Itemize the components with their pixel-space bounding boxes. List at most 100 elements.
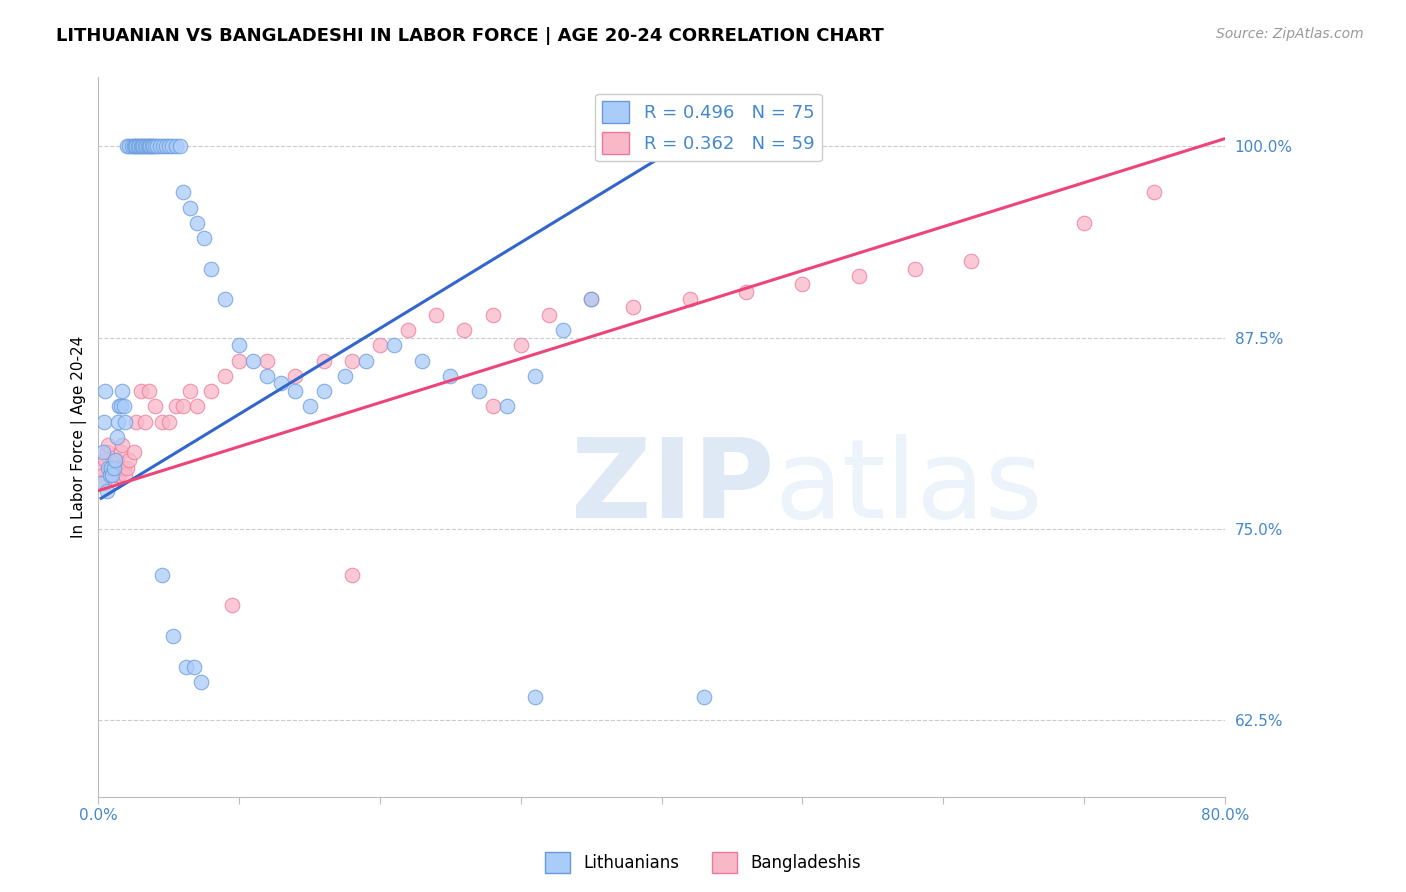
Point xyxy=(960,254,983,268)
Legend: R = 0.496   N = 75, R = 0.362   N = 59: R = 0.496 N = 75, R = 0.362 N = 59 xyxy=(595,94,821,161)
Point xyxy=(186,400,208,414)
Point xyxy=(396,323,419,337)
Point xyxy=(135,139,157,153)
Point xyxy=(368,338,391,352)
Y-axis label: In Labor Force | Age 20-24: In Labor Force | Age 20-24 xyxy=(72,336,87,538)
Point xyxy=(165,400,187,414)
Point xyxy=(165,139,187,153)
Point xyxy=(101,468,124,483)
Point xyxy=(214,293,236,307)
Point xyxy=(579,293,602,307)
Point xyxy=(425,308,447,322)
Point xyxy=(132,139,155,153)
Point xyxy=(115,460,138,475)
Point xyxy=(115,139,138,153)
Point xyxy=(111,384,134,399)
Point xyxy=(143,400,166,414)
Point xyxy=(127,139,149,153)
Point xyxy=(91,445,114,459)
Point xyxy=(579,293,602,307)
Point xyxy=(467,384,489,399)
Point xyxy=(143,139,166,153)
Point xyxy=(114,415,136,429)
Point xyxy=(679,293,702,307)
Point xyxy=(200,384,222,399)
Legend: Lithuanians, Bangladeshis: Lithuanians, Bangladeshis xyxy=(538,846,868,880)
Point xyxy=(190,674,212,689)
Point xyxy=(340,567,363,582)
Point xyxy=(256,368,278,383)
Point xyxy=(284,368,307,383)
Point xyxy=(509,338,531,352)
Point xyxy=(150,415,173,429)
Point xyxy=(122,445,145,459)
Point xyxy=(101,460,124,475)
Point xyxy=(110,400,132,414)
Point xyxy=(114,468,136,483)
Point xyxy=(481,308,503,322)
Point xyxy=(157,415,180,429)
Point xyxy=(122,139,145,153)
Point xyxy=(142,139,165,153)
Point xyxy=(111,438,134,452)
Point xyxy=(90,475,112,490)
Point xyxy=(98,460,121,475)
Point xyxy=(312,353,335,368)
Point xyxy=(157,139,180,153)
Point xyxy=(172,400,194,414)
Point xyxy=(256,353,278,368)
Point xyxy=(125,139,148,153)
Point xyxy=(183,659,205,673)
Point xyxy=(152,139,174,153)
Point xyxy=(228,338,250,352)
Point xyxy=(551,323,574,337)
Point xyxy=(134,139,156,153)
Point xyxy=(146,139,169,153)
Point xyxy=(104,460,127,475)
Point xyxy=(200,261,222,276)
Point xyxy=(523,690,546,705)
Point xyxy=(623,300,645,314)
Point xyxy=(179,384,201,399)
Point xyxy=(214,368,236,383)
Point xyxy=(134,415,156,429)
Point xyxy=(105,453,128,467)
Point xyxy=(174,659,197,673)
Point xyxy=(100,468,122,483)
Point xyxy=(481,400,503,414)
Point xyxy=(193,231,215,245)
Point xyxy=(98,468,121,483)
Point xyxy=(333,368,356,383)
Point xyxy=(139,139,162,153)
Point xyxy=(735,285,758,299)
Point xyxy=(138,384,160,399)
Point xyxy=(118,139,141,153)
Text: ZIP: ZIP xyxy=(571,434,775,541)
Point xyxy=(453,323,475,337)
Point xyxy=(172,185,194,199)
Point xyxy=(112,460,135,475)
Point xyxy=(411,353,433,368)
Point xyxy=(96,445,118,459)
Point xyxy=(93,475,115,490)
Point xyxy=(537,308,560,322)
Point xyxy=(354,353,377,368)
Point xyxy=(221,599,243,613)
Point xyxy=(104,453,127,467)
Point xyxy=(141,139,163,153)
Point xyxy=(242,353,264,368)
Point xyxy=(97,460,120,475)
Point xyxy=(1143,185,1166,199)
Point xyxy=(160,139,183,153)
Point xyxy=(129,139,152,153)
Point xyxy=(103,468,125,483)
Point xyxy=(97,438,120,452)
Point xyxy=(439,368,461,383)
Point xyxy=(1073,216,1095,230)
Point xyxy=(105,430,128,444)
Point xyxy=(125,415,148,429)
Text: LITHUANIAN VS BANGLADESHI IN LABOR FORCE | AGE 20-24 CORRELATION CHART: LITHUANIAN VS BANGLADESHI IN LABOR FORCE… xyxy=(56,27,884,45)
Point xyxy=(94,453,117,467)
Point xyxy=(128,139,150,153)
Point xyxy=(270,376,292,391)
